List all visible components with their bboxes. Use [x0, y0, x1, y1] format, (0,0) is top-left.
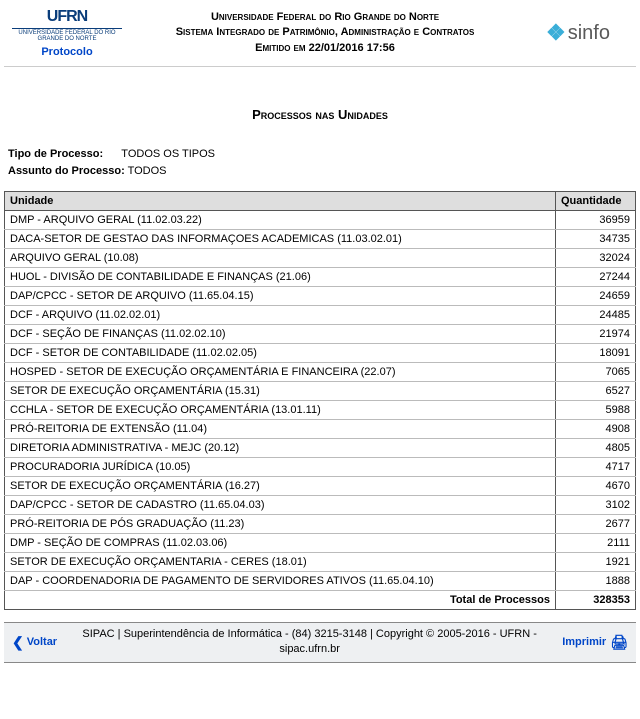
cell-unidade: HUOL - DIVISÃO DE CONTABILIDADE E FINANÇ… [5, 268, 556, 287]
cell-unidade: SETOR DE EXECUÇÃO ORÇAMENTÁRIA (15.31) [5, 382, 556, 401]
cell-unidade: CCHLA - SETOR DE EXECUÇÃO ORÇAMENTÁRIA (… [5, 401, 556, 420]
sinfo-logo: ❖sinfo [546, 20, 610, 46]
cell-quantidade: 4908 [556, 420, 636, 439]
ufrn-logo-text: UFRN [12, 8, 122, 26]
cell-quantidade: 36959 [556, 211, 636, 230]
cell-unidade: DCF - SETOR DE CONTABILIDADE (11.02.02.0… [5, 344, 556, 363]
table-row: PRÓ-REITORIA DE PÓS GRADUAÇÃO (11.23)267… [5, 515, 636, 534]
sinfo-icon: ❖ [546, 20, 566, 46]
print-link[interactable]: Imprimir 🖨 [562, 634, 628, 651]
cell-quantidade: 32024 [556, 249, 636, 268]
cell-unidade: DAP - COORDENADORIA DE PAGAMENTO DE SERV… [5, 572, 556, 591]
cell-quantidade: 3102 [556, 496, 636, 515]
cell-quantidade: 1921 [556, 553, 636, 572]
cell-unidade: DACA-SETOR DE GESTAO DAS INFORMAÇOES ACA… [5, 230, 556, 249]
cell-quantidade: 1888 [556, 572, 636, 591]
cell-unidade: PRÓ-REITORIA DE PÓS GRADUAÇÃO (11.23) [5, 515, 556, 534]
cell-quantidade: 4805 [556, 439, 636, 458]
sinfo-text: sinfo [568, 22, 610, 45]
table-row: DCF - SETOR DE CONTABILIDADE (11.02.02.0… [5, 344, 636, 363]
data-table: Unidade Quantidade DMP - ARQUIVO GERAL (… [4, 191, 636, 610]
cell-quantidade: 21974 [556, 325, 636, 344]
cell-unidade: PRÓ-REITORIA DE EXTENSÃO (11.04) [5, 420, 556, 439]
cell-unidade: DMP - SEÇÃO DE COMPRAS (11.02.03.06) [5, 534, 556, 553]
table-row: PRÓ-REITORIA DE EXTENSÃO (11.04)4908 [5, 420, 636, 439]
tipo-value: TODOS OS TIPOS [121, 148, 215, 160]
cell-quantidade: 24659 [556, 287, 636, 306]
table-row: HUOL - DIVISÃO DE CONTABILIDADE E FINANÇ… [5, 268, 636, 287]
header-center: Universidade Federal do Rio Grande do No… [122, 10, 528, 56]
cell-quantidade: 6527 [556, 382, 636, 401]
table-row: DAP/CPCC - SETOR DE CADASTRO (11.65.04.0… [5, 496, 636, 515]
table-row: DIRETORIA ADMINISTRATIVA - MEJC (20.12)4… [5, 439, 636, 458]
cell-quantidade: 24485 [556, 306, 636, 325]
tipo-label: Tipo de Processo: [8, 148, 103, 160]
cell-unidade: DCF - SEÇÃO DE FINANÇAS (11.02.02.10) [5, 325, 556, 344]
chevron-left-icon: ❮ [12, 634, 24, 651]
cell-quantidade: 5988 [556, 401, 636, 420]
cell-quantidade: 4670 [556, 477, 636, 496]
cell-unidade: DAP/CPCC - SETOR DE ARQUIVO (11.65.04.15… [5, 287, 556, 306]
table-row: ARQUIVO GERAL (10.08)32024 [5, 249, 636, 268]
header-line3: Emitido em 22/01/2016 17:56 [122, 41, 528, 56]
cell-unidade: SETOR DE EXECUÇÃO ORÇAMENTARIA - CERES (… [5, 553, 556, 572]
table-row: DCF - SEÇÃO DE FINANÇAS (11.02.02.10)219… [5, 325, 636, 344]
footer-center-text: SIPAC | Superintendência de Informática … [57, 627, 562, 658]
cell-unidade: DAP/CPCC - SETOR DE CADASTRO (11.65.04.0… [5, 496, 556, 515]
table-row: SETOR DE EXECUÇÃO ORÇAMENTARIA - CERES (… [5, 553, 636, 572]
table-row: DACA-SETOR DE GESTAO DAS INFORMAÇOES ACA… [5, 230, 636, 249]
cell-quantidade: 2677 [556, 515, 636, 534]
protocolo-label: Protocolo [12, 46, 122, 58]
cell-quantidade: 4717 [556, 458, 636, 477]
total-label: Total de Processos [5, 591, 556, 610]
report-header: UFRN UNIVERSIDADE FEDERAL DO RIO GRANDE … [4, 4, 636, 67]
header-line1: Universidade Federal do Rio Grande do No… [122, 10, 528, 25]
cell-unidade: DIRETORIA ADMINISTRATIVA - MEJC (20.12) [5, 439, 556, 458]
cell-unidade: DMP - ARQUIVO GERAL (11.02.03.22) [5, 211, 556, 230]
cell-unidade: SETOR DE EXECUÇÃO ORÇAMENTÁRIA (16.27) [5, 477, 556, 496]
cell-quantidade: 7065 [556, 363, 636, 382]
col-unidade: Unidade [5, 192, 556, 211]
back-label: Voltar [27, 636, 57, 648]
ufrn-logo-subtext: UNIVERSIDADE FEDERAL DO RIO GRANDE DO NO… [12, 28, 122, 42]
filters-block: Tipo de Processo: TODOS OS TIPOS Assunto… [8, 146, 632, 179]
cell-quantidade: 18091 [556, 344, 636, 363]
table-total-row: Total de Processos 328353 [5, 591, 636, 610]
table-header-row: Unidade Quantidade [5, 192, 636, 211]
table-row: DMP - SEÇÃO DE COMPRAS (11.02.03.06)2111 [5, 534, 636, 553]
table-row: DAP/CPCC - SETOR DE ARQUIVO (11.65.04.15… [5, 287, 636, 306]
table-row: SETOR DE EXECUÇÃO ORÇAMENTÁRIA (16.27)46… [5, 477, 636, 496]
cell-unidade: HOSPED - SETOR DE EXECUÇÃO ORÇAMENTÁRIA … [5, 363, 556, 382]
print-label: Imprimir [562, 636, 606, 648]
cell-unidade: ARQUIVO GERAL (10.08) [5, 249, 556, 268]
table-row: HOSPED - SETOR DE EXECUÇÃO ORÇAMENTÁRIA … [5, 363, 636, 382]
cell-unidade: PROCURADORIA JURÍDICA (10.05) [5, 458, 556, 477]
sinfo-logo-block: ❖sinfo [528, 20, 628, 46]
assunto-value: TODOS [128, 165, 167, 177]
cell-quantidade: 27244 [556, 268, 636, 287]
table-row: DMP - ARQUIVO GERAL (11.02.03.22)36959 [5, 211, 636, 230]
printer-icon: 🖨 [610, 634, 628, 651]
table-row: PROCURADORIA JURÍDICA (10.05)4717 [5, 458, 636, 477]
cell-unidade: DCF - ARQUIVO (11.02.02.01) [5, 306, 556, 325]
total-value: 328353 [556, 591, 636, 610]
header-line2: Sistema Integrado de Patrimônio, Adminis… [122, 25, 528, 40]
assunto-label: Assunto do Processo: [8, 165, 125, 177]
cell-quantidade: 34735 [556, 230, 636, 249]
ufrn-logo-block: UFRN UNIVERSIDADE FEDERAL DO RIO GRANDE … [12, 8, 122, 58]
report-footer: ❮ Voltar SIPAC | Superintendência de Inf… [4, 622, 636, 663]
col-quantidade: Quantidade [556, 192, 636, 211]
report-title: Processos nas Unidades [4, 107, 636, 122]
table-row: DAP - COORDENADORIA DE PAGAMENTO DE SERV… [5, 572, 636, 591]
table-row: SETOR DE EXECUÇÃO ORÇAMENTÁRIA (15.31)65… [5, 382, 636, 401]
table-row: DCF - ARQUIVO (11.02.02.01)24485 [5, 306, 636, 325]
table-row: CCHLA - SETOR DE EXECUÇÃO ORÇAMENTÁRIA (… [5, 401, 636, 420]
cell-quantidade: 2111 [556, 534, 636, 553]
back-link[interactable]: ❮ Voltar [12, 634, 57, 651]
